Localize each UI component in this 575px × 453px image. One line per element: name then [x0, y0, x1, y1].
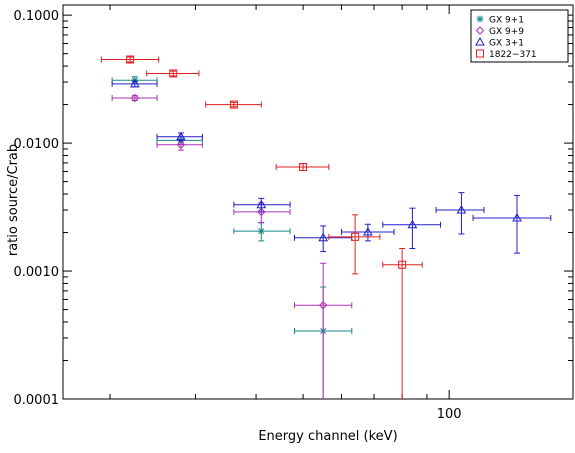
data-point [169, 69, 178, 78]
data-point [398, 260, 407, 269]
data-point [407, 219, 418, 229]
data-point [363, 226, 373, 236]
y-axis-label: ratio source/Crab [6, 144, 21, 256]
data-point [176, 140, 186, 149]
series-2 [111, 78, 552, 254]
series-1 [111, 93, 353, 399]
legend-label: GX 9+1 [489, 16, 524, 26]
data-point [229, 100, 238, 109]
y-tick-label: 0.0001 [14, 393, 60, 408]
plot-axes: 0.1000 0.0100 0.0010 0.0001 100 [14, 4, 574, 422]
legend-marker [475, 36, 485, 46]
data-point [456, 204, 467, 214]
legend-label: GX 9+9 [489, 27, 524, 37]
legend-label: GX 3+1 [489, 39, 524, 49]
data-point [256, 199, 267, 209]
x-axis-label: Energy channel (keV) [258, 429, 397, 444]
data-point [351, 232, 360, 241]
data-point [318, 232, 329, 242]
asterisk-stroke [258, 228, 265, 235]
y-tick-label: 0.0010 [14, 265, 60, 280]
y-tick-label: 0.0100 [14, 137, 60, 152]
y-tick-label: 0.1000 [14, 9, 60, 24]
data-point [512, 212, 522, 222]
legend-marker [476, 15, 484, 23]
legend-marker [476, 49, 484, 58]
data-point [257, 207, 266, 217]
series-3 [100, 55, 423, 399]
asterisk-stroke [477, 16, 483, 22]
legend-label: 1822−371 [489, 50, 537, 60]
data-point [257, 227, 265, 235]
data-point [129, 78, 140, 88]
x-tick-label: 100 [437, 407, 462, 422]
data-marks [100, 55, 552, 399]
data-point [318, 301, 328, 310]
legend-marker [475, 26, 485, 35]
data-point [299, 163, 308, 172]
data-point [176, 131, 186, 141]
data-point [126, 55, 135, 64]
plot-frame [62, 4, 574, 400]
legend-box [470, 9, 569, 63]
data-point [130, 93, 140, 103]
